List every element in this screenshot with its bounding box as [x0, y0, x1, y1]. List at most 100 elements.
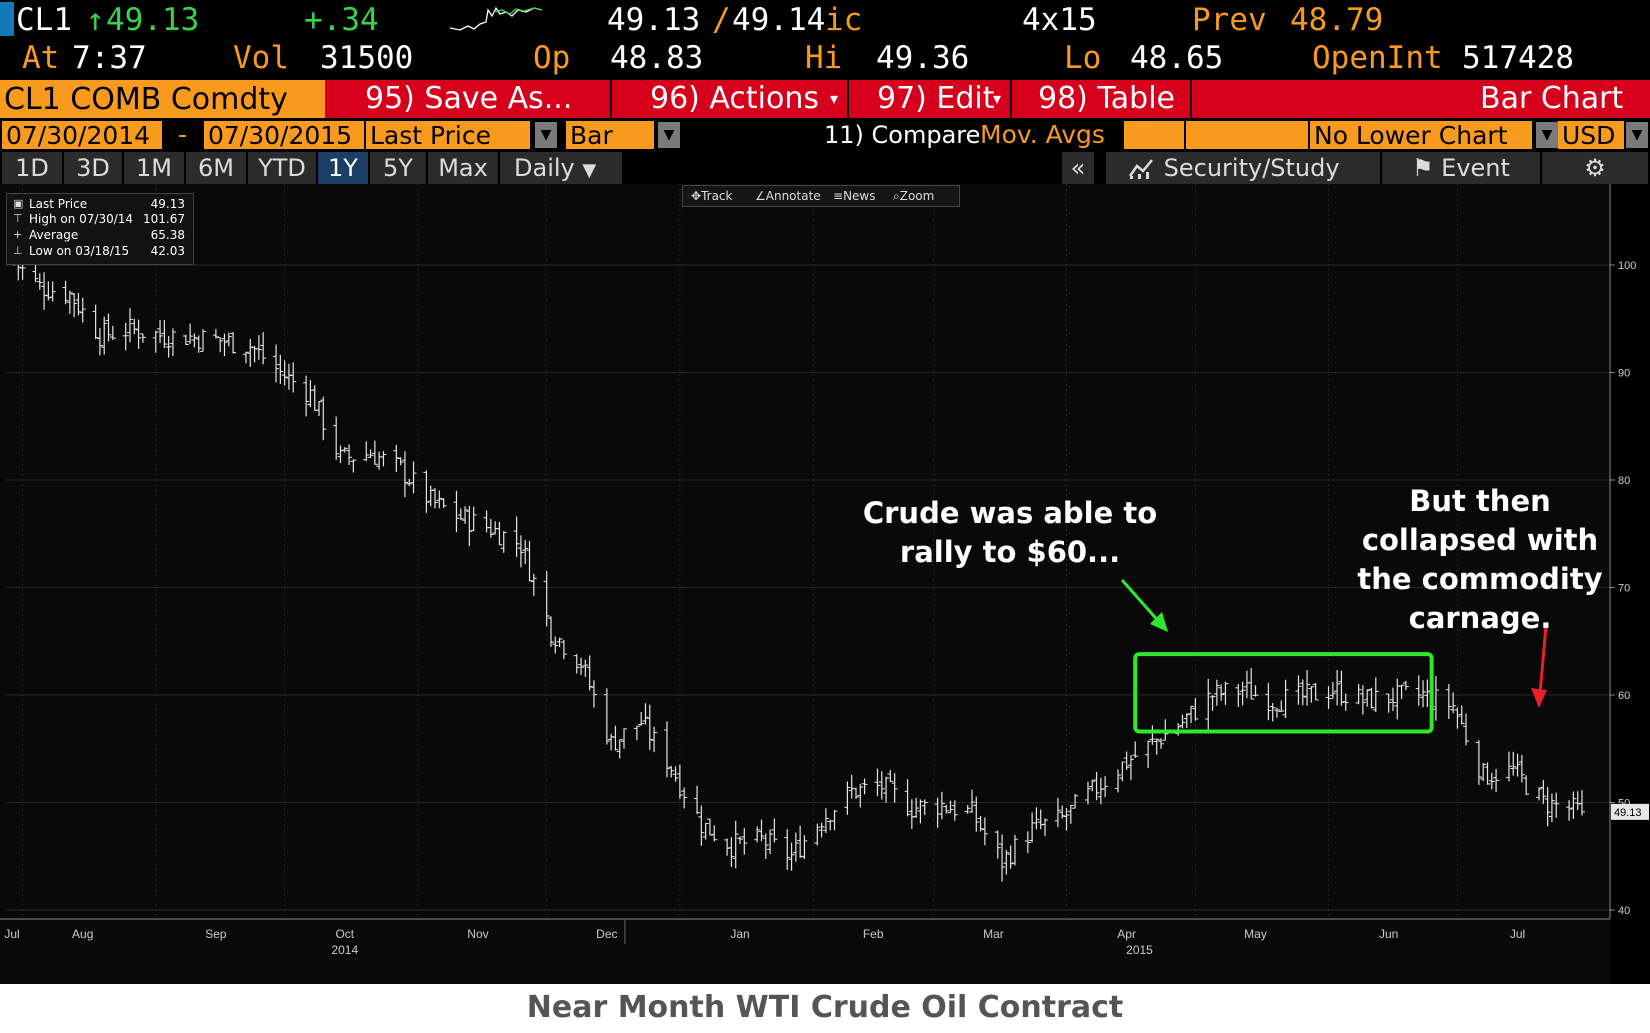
chart-settings-row: 07/30/2014 - 07/30/2015 Last Price ▼ Bar… — [0, 120, 1650, 150]
end-date-field[interactable]: 07/30/2015 — [204, 121, 364, 150]
tab-1y[interactable]: 1Y — [318, 152, 368, 184]
red-arrowhead-icon — [1531, 688, 1547, 708]
collapse-annotation-line: the commodity — [1357, 562, 1603, 596]
currency-dropdown-icon[interactable]: ▼ — [1626, 122, 1648, 148]
x-tick-label: Aug — [72, 927, 93, 941]
function-header: CL1 COMB Comdty 95) Save As... 96) Actio… — [0, 80, 1650, 118]
edit-menu-button[interactable]: 97) Edit — [877, 81, 995, 116]
quote-bid: 49.13 — [607, 2, 701, 38]
tab-max[interactable]: Max — [428, 152, 498, 184]
security-field[interactable]: CL1 COMB Comdty — [0, 80, 325, 118]
y-tick-label: 90 — [1618, 368, 1630, 380]
table-button[interactable]: 98) Table — [1038, 81, 1175, 116]
y-tick-label: 60 — [1618, 690, 1630, 702]
tab-1m[interactable]: 1M — [124, 152, 184, 184]
annotate-tool[interactable]: ∠ Annotate — [755, 186, 821, 206]
x-tick-label: May — [1244, 927, 1267, 941]
y-tick-label: 70 — [1618, 583, 1630, 595]
high-marker-icon: ⊤ — [13, 212, 23, 225]
tab-ytd[interactable]: YTD — [248, 152, 316, 184]
quote-open-interest: 517428 — [1462, 40, 1574, 76]
settings-gear-icon[interactable]: ⚙ — [1542, 152, 1648, 184]
tab-5y[interactable]: 5Y — [370, 152, 426, 184]
quote-ticker[interactable]: CL1 — [16, 2, 72, 38]
y-tick-label: 80 — [1618, 475, 1630, 487]
date-range-dash: - — [178, 120, 188, 149]
start-date-field[interactable]: 07/30/2014 — [2, 121, 162, 150]
annotate-label: Annotate — [765, 189, 821, 203]
period-toolbar: 1D 3D 1M 6M YTD 1Y 5Y Max Daily ▼ « Secu… — [0, 152, 1650, 184]
rally-annotation: Crude was able to rally to $60... — [860, 494, 1160, 572]
quote-low-label: Lo — [1064, 40, 1102, 76]
legend-item: ⊥ Low on 03/18/15 42.03 — [13, 244, 189, 260]
actions-dropdown-icon[interactable]: ▾ — [830, 89, 839, 108]
quote-at-label: At — [22, 40, 60, 76]
x-tick-label: Mar — [983, 927, 1004, 941]
chart-plot-area[interactable]: 40 50 60 70 80 90 100 Jul Aug Sep Oct Nov Dec Jan Feb M… — [0, 184, 1649, 984]
average-marker-icon: + — [13, 228, 23, 241]
zoom-tool[interactable]: ⌕ Zoom — [893, 186, 934, 206]
collapse-panel-button[interactable]: « — [1062, 152, 1094, 184]
moving-average-slot[interactable] — [1124, 121, 1184, 149]
event-button[interactable]: ⚑ Event — [1382, 152, 1540, 184]
chart-type-title: Bar Chart — [1480, 81, 1624, 116]
actions-menu-button[interactable]: 96) Actions — [650, 81, 819, 116]
consolidation-highlight-box — [1133, 652, 1434, 734]
security-study-button[interactable]: Security/Study — [1106, 152, 1380, 184]
tab-3d[interactable]: 3D — [64, 152, 122, 184]
collapse-annotation-line: But then — [1409, 484, 1551, 518]
lower-chart-selector[interactable]: No Lower Chart — [1310, 121, 1532, 150]
green-arrowhead-icon — [1150, 612, 1168, 632]
quote-high-label: Hi — [805, 40, 843, 76]
edit-dropdown-icon[interactable]: ▾ — [993, 89, 1002, 108]
collapse-annotation-line: collapsed with — [1361, 523, 1599, 557]
news-tool[interactable]: ≡ News — [833, 186, 876, 206]
lower-chart-dropdown-icon[interactable]: ▼ — [1536, 122, 1558, 148]
security-study-label: Security/Study — [1163, 154, 1340, 182]
legend-value: 65.38 — [150, 228, 185, 242]
last-price-tag-label: 49.13 — [1614, 807, 1642, 819]
quote-ask-suffix: ic — [825, 2, 863, 38]
compare-button[interactable]: 11) Compare — [824, 121, 981, 149]
quote-prev-value: 48.79 — [1290, 2, 1384, 38]
field-selector[interactable]: Last Price — [366, 121, 530, 150]
last-price-swatch-icon: ▣ — [13, 197, 24, 210]
tab-6m[interactable]: 6M — [186, 152, 246, 184]
x-tick-label: Oct — [335, 927, 354, 941]
tab-1d[interactable]: 1D — [2, 152, 62, 184]
green-arrow-icon — [1120, 579, 1163, 625]
x-tick-label: Apr — [1117, 927, 1136, 941]
moving-averages-button[interactable]: Mov. Avgs — [980, 120, 1105, 149]
quote-vol-label: Vol — [233, 40, 289, 76]
legend-label: High on 07/30/14 — [29, 212, 134, 226]
legend-item: ⊤ High on 07/30/14 101.67 — [13, 212, 189, 228]
quote-last-price: 49.13 — [106, 2, 200, 38]
currency-selector[interactable]: USD — [1558, 121, 1624, 150]
red-arrow-icon — [1538, 625, 1548, 695]
field-dropdown-icon[interactable]: ▼ — [535, 122, 557, 148]
x-tick-label: Sep — [205, 927, 227, 941]
moving-average-slot[interactable] — [1186, 121, 1308, 149]
style-selector[interactable]: Bar — [566, 121, 654, 150]
quote-change: +.34 — [304, 2, 379, 38]
style-dropdown-icon[interactable]: ▼ — [658, 122, 680, 148]
legend-value: 101.67 — [143, 212, 185, 226]
frequency-selector[interactable]: Daily ▼ — [500, 152, 622, 184]
x-tick-label: Jul — [4, 927, 19, 941]
quote-open: 48.83 — [610, 40, 704, 76]
frequency-label: Daily — [514, 154, 575, 182]
track-tool[interactable]: ✥ Track — [691, 186, 732, 206]
bloomberg-terminal: CL1 ↑ 49.13 +.34 49.13 / 49.14 ic 4x15 P… — [0, 0, 1650, 984]
quote-high: 49.36 — [876, 40, 970, 76]
intraday-sparkline-icon — [450, 6, 542, 31]
flag-icon: ⚑ — [1412, 154, 1434, 182]
save-as-button[interactable]: 95) Save As... — [365, 81, 573, 116]
x-tick-label: Jan — [730, 927, 749, 941]
quote-ask: 49.14 — [732, 2, 826, 38]
y-tick-label: 40 — [1618, 905, 1630, 917]
bar-chart-icon — [1128, 159, 1153, 179]
legend-item: + Average 65.38 — [13, 228, 189, 244]
x-tick-label: Nov — [467, 927, 488, 941]
legend-value: 49.13 — [150, 197, 185, 211]
